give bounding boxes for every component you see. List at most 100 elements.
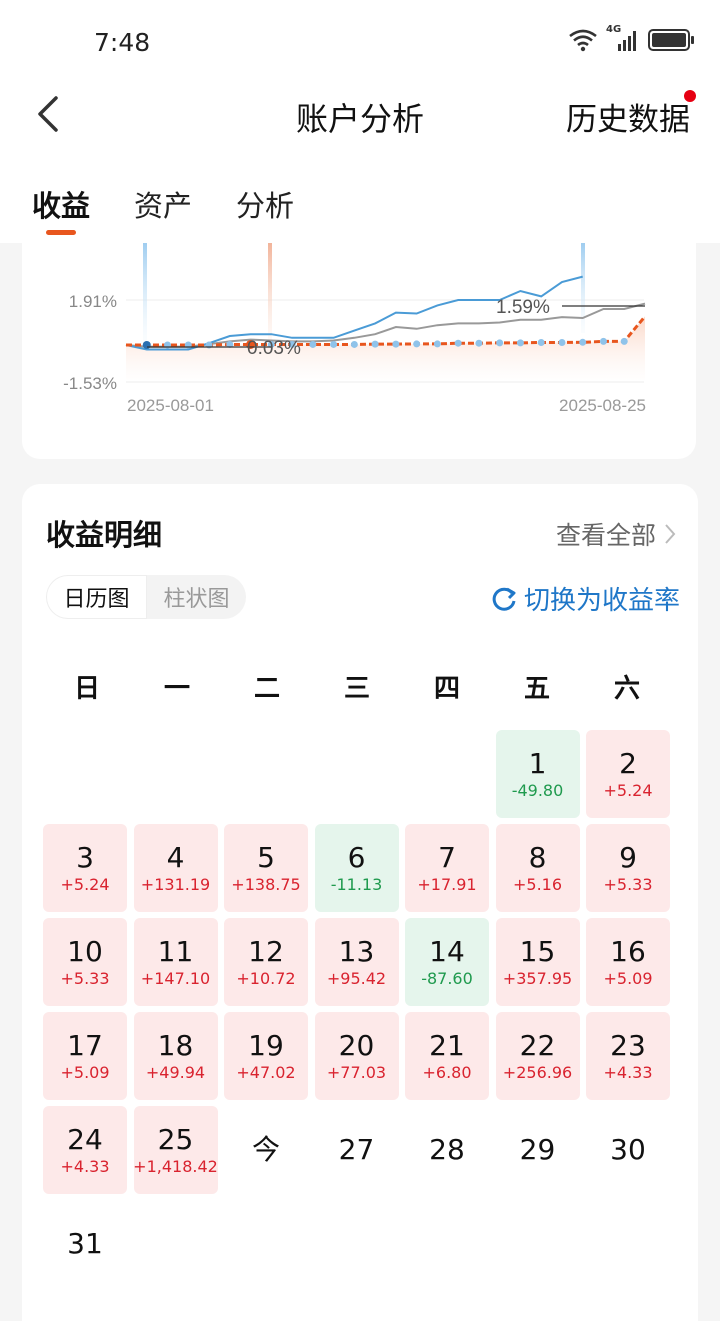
- calendar-day[interactable]: 30: [586, 1106, 670, 1194]
- calendar-day[interactable]: 15 +357.95: [495, 918, 580, 1006]
- annotation-mid-value: 0.03%: [247, 338, 301, 359]
- day-return-value: +5.16: [512, 875, 563, 894]
- y-axis-bottom-label: -1.53%: [63, 374, 117, 393]
- trade-marker: [392, 340, 400, 348]
- day-return-value: +10.72: [236, 969, 296, 988]
- day-number: 10: [67, 935, 103, 968]
- back-arrow-icon[interactable]: [30, 92, 70, 136]
- calendar-day[interactable]: 17 +5.09: [43, 1012, 127, 1100]
- status-time: 7:48: [94, 28, 151, 57]
- calendar-day[interactable]: 27: [315, 1106, 399, 1194]
- x-axis-end-label: 2025-08-25: [559, 396, 646, 415]
- weekday-tue: 二: [253, 674, 280, 704]
- calendar-day[interactable]: 8 +5.16: [495, 824, 580, 912]
- toggle-bar-chart[interactable]: 柱状图: [163, 587, 230, 612]
- day-number: 22: [519, 1029, 556, 1062]
- calendar-day[interactable]: 11 +147.10: [133, 918, 218, 1006]
- x-axis-start-label: 2025-08-01: [127, 396, 214, 415]
- day-number: 1: [528, 747, 547, 780]
- calendar-day[interactable]: 7 +17.91: [405, 824, 489, 912]
- day-return-value: +4.33: [60, 1157, 110, 1176]
- income-detail-title: 收益明细: [46, 518, 163, 552]
- day-return-value: +17.91: [417, 875, 477, 894]
- trade-marker: [267, 340, 275, 348]
- day-number: 7: [438, 841, 456, 874]
- day-number: 5: [257, 841, 275, 874]
- trade-marker: [475, 339, 483, 347]
- trade-marker: [371, 340, 379, 348]
- nav-bar: 账户分析 历史数据: [0, 80, 720, 150]
- view-all-button[interactable]: 查看全部: [556, 516, 676, 552]
- day-number: 29: [519, 1133, 556, 1166]
- calendar-day[interactable]: 1 -49.80: [495, 730, 580, 818]
- weekday-header: 日 一 二 三 四 五 六: [42, 668, 672, 705]
- calendar-day[interactable]: 5 +138.75: [224, 824, 308, 912]
- day-number: 今: [251, 1133, 280, 1166]
- day-number: 11: [157, 935, 194, 968]
- day-number: 31: [67, 1227, 103, 1260]
- calendar-day[interactable]: 12 +10.72: [224, 918, 308, 1006]
- day-number: 28: [429, 1133, 465, 1166]
- trade-marker: [558, 338, 566, 346]
- calendar-day[interactable]: 19 +47.02: [224, 1012, 308, 1100]
- history-data-button[interactable]: 历史数据: [566, 90, 696, 139]
- calendar-day[interactable]: 18 +49.94: [133, 1012, 218, 1100]
- day-return-value: +49.94: [145, 1063, 206, 1082]
- switch-to-rate-button[interactable]: 切换为收益率: [490, 580, 680, 617]
- tab-assets[interactable]: 资产: [134, 189, 193, 223]
- calendar-day[interactable]: 9 +5.33: [586, 824, 670, 912]
- day-number: 17: [67, 1029, 103, 1062]
- calendar-day[interactable]: 28: [405, 1106, 489, 1194]
- calendar-day[interactable]: 22 +256.96: [495, 1012, 580, 1100]
- calendar-day[interactable]: 29: [496, 1106, 580, 1194]
- day-return-value: +5.09: [603, 969, 653, 988]
- refresh-icon: [492, 587, 516, 611]
- calendar-day[interactable]: 20 +77.03: [314, 1012, 399, 1100]
- trade-marker: [309, 340, 317, 348]
- day-return-value: +1,418.42: [133, 1157, 218, 1176]
- calendar-day[interactable]: 今: [224, 1106, 308, 1194]
- calendar-day[interactable]: 31: [43, 1200, 127, 1288]
- day-return-value: +47.02: [236, 1063, 296, 1082]
- return-line-chart[interactable]: 1.91% -1.53% 2025-08-01 2025-08-25 0.03%…: [22, 243, 696, 459]
- day-number: 2: [619, 747, 637, 780]
- day-return-value: +5.24: [60, 875, 110, 894]
- trade-marker: [413, 340, 421, 348]
- trade-marker: [599, 337, 607, 345]
- toggle-calendar[interactable]: 日历图: [46, 575, 147, 619]
- status-icons: 4G: [568, 24, 694, 52]
- day-return-value: +147.10: [140, 969, 211, 988]
- switch-to-rate-label: 切换为收益率: [523, 586, 680, 616]
- day-number: 30: [610, 1133, 646, 1166]
- tab-analysis[interactable]: 分析: [236, 189, 295, 223]
- calendar-day[interactable]: 14 -87.60: [405, 918, 489, 1006]
- trade-marker: [537, 338, 545, 346]
- calendar-day[interactable]: 4 +131.19: [133, 824, 218, 912]
- weekday-sat: 六: [613, 674, 640, 704]
- calendar-day[interactable]: 16 +5.09: [586, 918, 670, 1006]
- weekday-thu: 四: [433, 674, 460, 704]
- tab-income[interactable]: 收益: [32, 189, 91, 223]
- highlight-bar-end: [581, 243, 585, 333]
- highlight-bar-mid: [268, 243, 272, 343]
- calendar-day[interactable]: 6 -11.13: [314, 824, 399, 912]
- day-number: 18: [157, 1029, 194, 1062]
- weekday-sun: 日: [73, 674, 100, 704]
- calendar-day[interactable]: 25 +1,418.42: [133, 1106, 218, 1194]
- calendar-day[interactable]: 21 +6.80: [405, 1012, 489, 1100]
- day-number: 4: [166, 841, 185, 874]
- battery-icon: [648, 29, 694, 51]
- benchmark-b-line: [125, 302, 646, 348]
- trade-marker: [330, 340, 338, 348]
- calendar-day[interactable]: 10 +5.33: [43, 918, 127, 1006]
- tab-active-indicator: [46, 230, 76, 235]
- day-number: 24: [67, 1123, 103, 1156]
- trade-marker: [579, 338, 587, 346]
- calendar-day[interactable]: 23 +4.33: [586, 1012, 670, 1100]
- day-return-value: +5.09: [60, 1063, 110, 1082]
- calendar-day[interactable]: 3 +5.24: [43, 824, 127, 912]
- calendar-day[interactable]: 13 +95.42: [314, 918, 399, 1006]
- calendar-day[interactable]: 2 +5.24: [586, 730, 670, 818]
- annotation-right-value: 1.59%: [496, 297, 550, 318]
- calendar-day[interactable]: 24 +4.33: [43, 1106, 127, 1194]
